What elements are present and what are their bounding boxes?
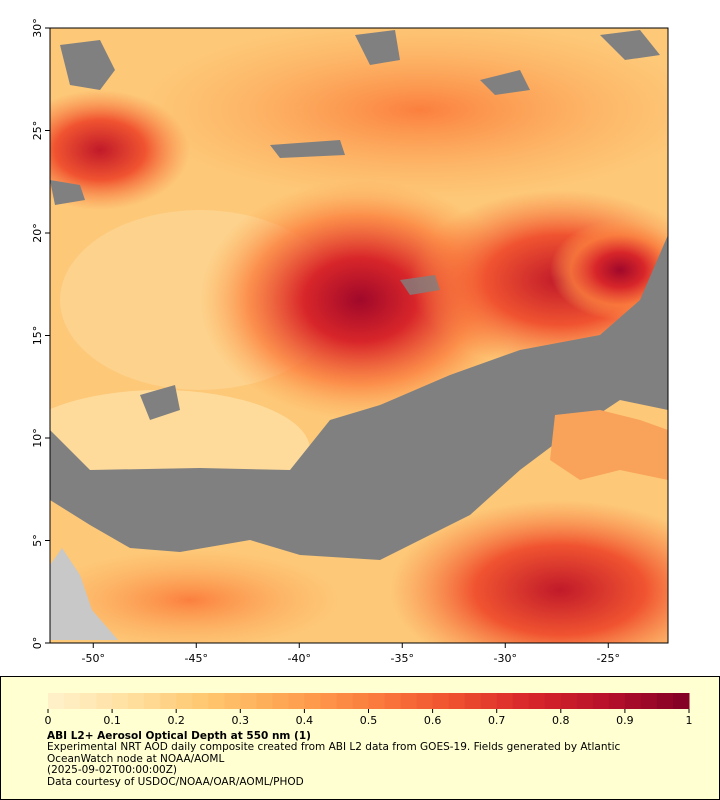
x-tick-label: -35°	[391, 652, 414, 665]
y-tick-label: 20°	[31, 223, 44, 243]
colorbar-swatch	[608, 693, 626, 709]
y-tick-label: 15°	[31, 326, 44, 346]
colorbar-swatch	[304, 693, 321, 709]
x-tick-label: -50°	[82, 652, 105, 665]
colorbar-swatch	[336, 693, 353, 709]
y-tick-label: 10°	[31, 428, 44, 448]
colorbar-swatch	[416, 693, 434, 709]
colorbar-swatch	[80, 693, 97, 709]
colorbar-swatch	[528, 693, 546, 709]
colorbar-swatch	[240, 693, 257, 709]
colorbar-swatch	[96, 693, 113, 709]
colorbar-swatch	[464, 693, 482, 709]
y-tick-label: 0°	[31, 637, 44, 650]
colorbar-tick-label: 0.7	[488, 714, 506, 727]
colorbar-tick-label: 0.3	[232, 714, 250, 727]
date: (2025-09-02T00:00:00Z)	[47, 764, 177, 777]
colorbar-tick-label: 1	[686, 714, 693, 727]
title: ABI L2+ Aerosol Optical Depth at 550 nm …	[47, 730, 311, 742]
description: Experimental NRT AOD daily composite cre…	[47, 741, 621, 765]
colorbar-swatch	[480, 693, 498, 709]
colorbar-swatch	[448, 693, 466, 709]
colorbar-swatch	[224, 693, 241, 709]
colorbar-swatch	[496, 693, 514, 709]
legend-panel: 0 0.1 0.2 0.3 0.4 0.5 0.6 0.7 0.8 0.9 1	[0, 676, 720, 800]
credit: Data courtesy of USDOC/NOAA/OAR/AOML/PHO…	[47, 775, 304, 788]
colorbar-swatch	[64, 693, 81, 709]
colorbar-swatch	[48, 693, 65, 709]
colorbar-swatch	[592, 693, 610, 709]
colorbar-swatch	[352, 693, 369, 709]
colorbar-swatch	[560, 693, 578, 709]
colorbar-swatch	[112, 693, 129, 709]
y-tick-label: 5°	[31, 534, 44, 547]
colorbar-swatch	[208, 693, 225, 709]
colorbar-swatch	[160, 693, 177, 709]
colorbar-swatch	[512, 693, 530, 709]
colorbar-tick-label: 0.9	[616, 714, 634, 727]
colorbar-swatch	[272, 693, 289, 709]
colorbar-tick-label: 0.8	[552, 714, 570, 727]
colorbar-tick-label: 0.5	[360, 714, 378, 727]
colorbar-tick-label: 0.6	[424, 714, 442, 727]
colorbar-swatch	[432, 693, 450, 709]
colorbar-swatch	[656, 693, 674, 709]
colorbar-swatch	[128, 693, 145, 709]
colorbar-swatch	[288, 693, 305, 709]
colorbar-swatch	[576, 693, 594, 709]
y-tick-label: 30°	[31, 18, 44, 38]
x-tick-label: -25°	[597, 652, 620, 665]
colorbar-swatch	[320, 693, 337, 709]
colorbar-swatch	[544, 693, 562, 709]
x-tick-label: -45°	[185, 652, 208, 665]
colorbar-swatch	[368, 693, 386, 709]
x-tick-label: -40°	[288, 652, 311, 665]
colorbar-swatch	[400, 693, 418, 709]
colorbar-swatch	[672, 693, 690, 709]
colorbar-swatch	[256, 693, 273, 709]
colorbar-swatch	[640, 693, 658, 709]
aod-field	[50, 28, 668, 643]
colorbar-tick-label: 0	[45, 714, 52, 727]
map-panel: -50° -45° -40° -35° -30° -25° 0° 5° 10° 15° 20° 25°…	[31, 18, 669, 665]
colorbar-swatch	[624, 693, 642, 709]
colorbar-swatch	[192, 693, 209, 709]
x-tick-label: -30°	[494, 652, 517, 665]
y-tick-label: 25°	[31, 121, 44, 141]
notes: ABI L2+ Aerosol Optical Depth at 550 nm …	[47, 730, 687, 788]
colorbar-swatch	[176, 693, 193, 709]
colorbar-swatch	[144, 693, 161, 709]
colorbar-tick-label: 0.1	[103, 714, 121, 727]
colorbar-tick-label: 0.2	[167, 714, 185, 727]
colorbar-swatch	[384, 693, 402, 709]
colorbar-tick-label: 0.4	[296, 714, 314, 727]
colorbar: 0 0.1 0.2 0.3 0.4 0.5 0.6 0.7 0.8 0.9 1	[45, 693, 693, 727]
